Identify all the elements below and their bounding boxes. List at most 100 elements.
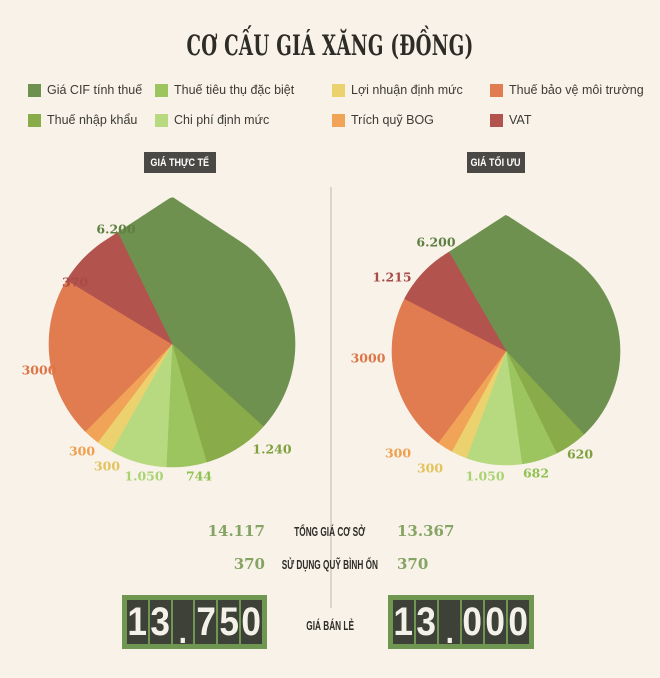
board-cell: . xyxy=(170,600,194,644)
board-digit: 0 xyxy=(241,600,262,644)
pie-slice-actual-bog xyxy=(84,343,173,443)
badge-gia-thuc-te: GIÁ THỰC TẾ xyxy=(144,152,216,173)
pie-slice-actual-cif xyxy=(117,197,296,427)
board-digit: 3 xyxy=(416,600,437,644)
pie-slice-actual-nhap_khau xyxy=(171,343,264,463)
board-digit: 1 xyxy=(127,600,148,644)
legend-item-nhap_khau: Thuế nhập khẩu xyxy=(28,113,137,127)
board-cell: 7 xyxy=(193,600,216,644)
legend-label-bvmt: Thuế bảo vệ môi trường xyxy=(509,83,644,97)
legend-label-loi_nhuan: Lợi nhuận định mức xyxy=(351,83,463,97)
badge-gia-thuc-te-label: GIÁ THỰC TẾ xyxy=(150,156,210,169)
slice-label-optimal-chi_phi: 1.050 xyxy=(465,468,505,484)
board-digit: 0 xyxy=(462,600,483,644)
slice-label-actual-vat: 370 xyxy=(61,274,89,290)
fund-used-value-actual: 370 xyxy=(233,555,265,573)
board-digit: 7 xyxy=(196,600,216,644)
slice-label-actual-cif: 6.200 xyxy=(96,221,136,237)
slice-label-actual-ttdb: 744 xyxy=(185,468,213,484)
page-title: CƠ CẤU GIÁ XĂNG (ĐỒNG) xyxy=(186,29,474,62)
badge-gia-toi-uu-label: GIÁ TỐI ƯU xyxy=(470,156,522,169)
legend-swatch-bog xyxy=(332,113,345,127)
slice-label-optimal-vat: 1.215 xyxy=(372,269,412,285)
board-cell: 3 xyxy=(414,600,437,644)
board-digit: 5 xyxy=(218,600,239,644)
board-cell: . xyxy=(437,600,460,644)
legend-swatch-chi_phi xyxy=(155,113,168,127)
board-digit: . xyxy=(178,613,188,644)
board-cell: 0 xyxy=(239,600,262,644)
legend-swatch-nhap_khau xyxy=(28,113,41,127)
slice-label-actual-loi_nhuan: 300 xyxy=(93,458,121,474)
retail-price-label-text: GIÁ BÁN LẺ xyxy=(306,619,354,633)
legend-item-loi_nhuan: Lợi nhuận định mức xyxy=(332,83,463,97)
legend-item-bvmt: Thuế bảo vệ môi trường xyxy=(490,83,644,97)
slice-label-optimal-ttdb: 682 xyxy=(522,465,550,481)
pie-slice-optimal-loi_nhuan xyxy=(451,350,507,459)
pie-slice-optimal-cif xyxy=(448,214,621,435)
legend-swatch-ttdb xyxy=(155,83,168,97)
legend-label-ttdb: Thuế tiêu thụ đặc biệt xyxy=(174,83,295,97)
pie-slice-optimal-nhap_khau xyxy=(505,350,585,454)
legend-item-ttdb: Thuế tiêu thụ đặc biệt xyxy=(155,83,294,97)
pie-slice-actual-vat xyxy=(66,232,173,345)
pie-slice-optimal-chi_phi xyxy=(466,350,523,466)
pie-slice-optimal-vat xyxy=(404,251,507,352)
legend-label-cif: Giá CIF tính thuế xyxy=(47,83,143,97)
slice-label-optimal-cif: 6.200 xyxy=(416,234,456,250)
legend-item-chi_phi: Chi phí định mức xyxy=(155,113,269,127)
slice-label-optimal-bog: 300 xyxy=(384,445,412,461)
slice-label-optimal-nhap_khau: 620 xyxy=(566,446,594,462)
badge-gia-toi-uu: GIÁ TỐI ƯU xyxy=(467,152,525,173)
retail-price-label: GIÁ BÁN LẺ xyxy=(250,619,410,633)
legend-swatch-vat xyxy=(490,113,503,127)
slice-label-optimal-bvmt: 3000 xyxy=(350,350,386,366)
slice-label-optimal-loi_nhuan: 300 xyxy=(416,460,444,476)
board-digit: 0 xyxy=(508,600,529,644)
pie-slice-optimal-bvmt xyxy=(391,298,507,444)
legend-label-vat: VAT xyxy=(509,113,532,127)
legend-label-chi_phi: Chi phí định mức xyxy=(174,113,270,127)
board-digit: 1 xyxy=(393,600,414,644)
legend-item-bog: Trích quỹ BOG xyxy=(332,113,434,127)
board-digit: 0 xyxy=(485,600,506,644)
fund-used-label: SỬ DỤNG QUỸ BÌNH ỔN xyxy=(250,558,410,572)
slice-label-actual-nhap_khau: 1.240 xyxy=(252,441,292,457)
legend-item-vat: VAT xyxy=(490,113,531,127)
board-cell: 0 xyxy=(483,600,506,644)
board-cell: 5 xyxy=(216,600,239,644)
slice-label-actual-bog: 300 xyxy=(68,443,96,459)
pie-slice-actual-ttdb xyxy=(165,343,207,468)
fund-used-value-optimal: 370 xyxy=(397,555,429,573)
board-cell: 0 xyxy=(506,600,529,644)
fund-used-label-text: SỬ DỤNG QUỸ BÌNH ỔN xyxy=(281,558,379,572)
divider-line xyxy=(330,187,332,608)
legend-label-bog: Trích quỹ BOG xyxy=(351,113,434,127)
pie-slice-optimal-bog xyxy=(437,350,507,452)
pie-slice-optimal-ttdb xyxy=(505,350,557,465)
board-cell: 1 xyxy=(127,600,148,644)
legend-item-cif: Giá CIF tính thuế xyxy=(28,83,142,97)
board-digit: . xyxy=(445,613,454,644)
total-base-label: TỔNG GIÁ CƠ SỞ xyxy=(250,525,410,539)
board-cell: 1 xyxy=(393,600,414,644)
pie-slice-actual-chi_phi xyxy=(111,343,173,468)
pie-slice-actual-loi_nhuan xyxy=(97,343,173,452)
total-base-label-text: TỔNG GIÁ CƠ SỞ xyxy=(294,525,366,539)
board-cell: 0 xyxy=(460,600,483,644)
board-digit: 3 xyxy=(150,600,171,644)
total-base-value-optimal: 13.367 xyxy=(397,522,455,540)
legend-swatch-cif xyxy=(28,83,41,97)
legend-label-nhap_khau: Thuế nhập khẩu xyxy=(47,113,138,127)
legend-swatch-bvmt xyxy=(490,83,503,97)
legend-swatch-loi_nhuan xyxy=(332,83,345,97)
pie-slice-actual-bvmt xyxy=(48,279,173,432)
slice-label-actual-chi_phi: 1.050 xyxy=(124,468,164,484)
board-cell: 3 xyxy=(147,600,171,644)
slice-label-actual-bvmt: 3000 xyxy=(21,362,57,378)
total-base-value-actual: 14.117 xyxy=(207,522,265,540)
